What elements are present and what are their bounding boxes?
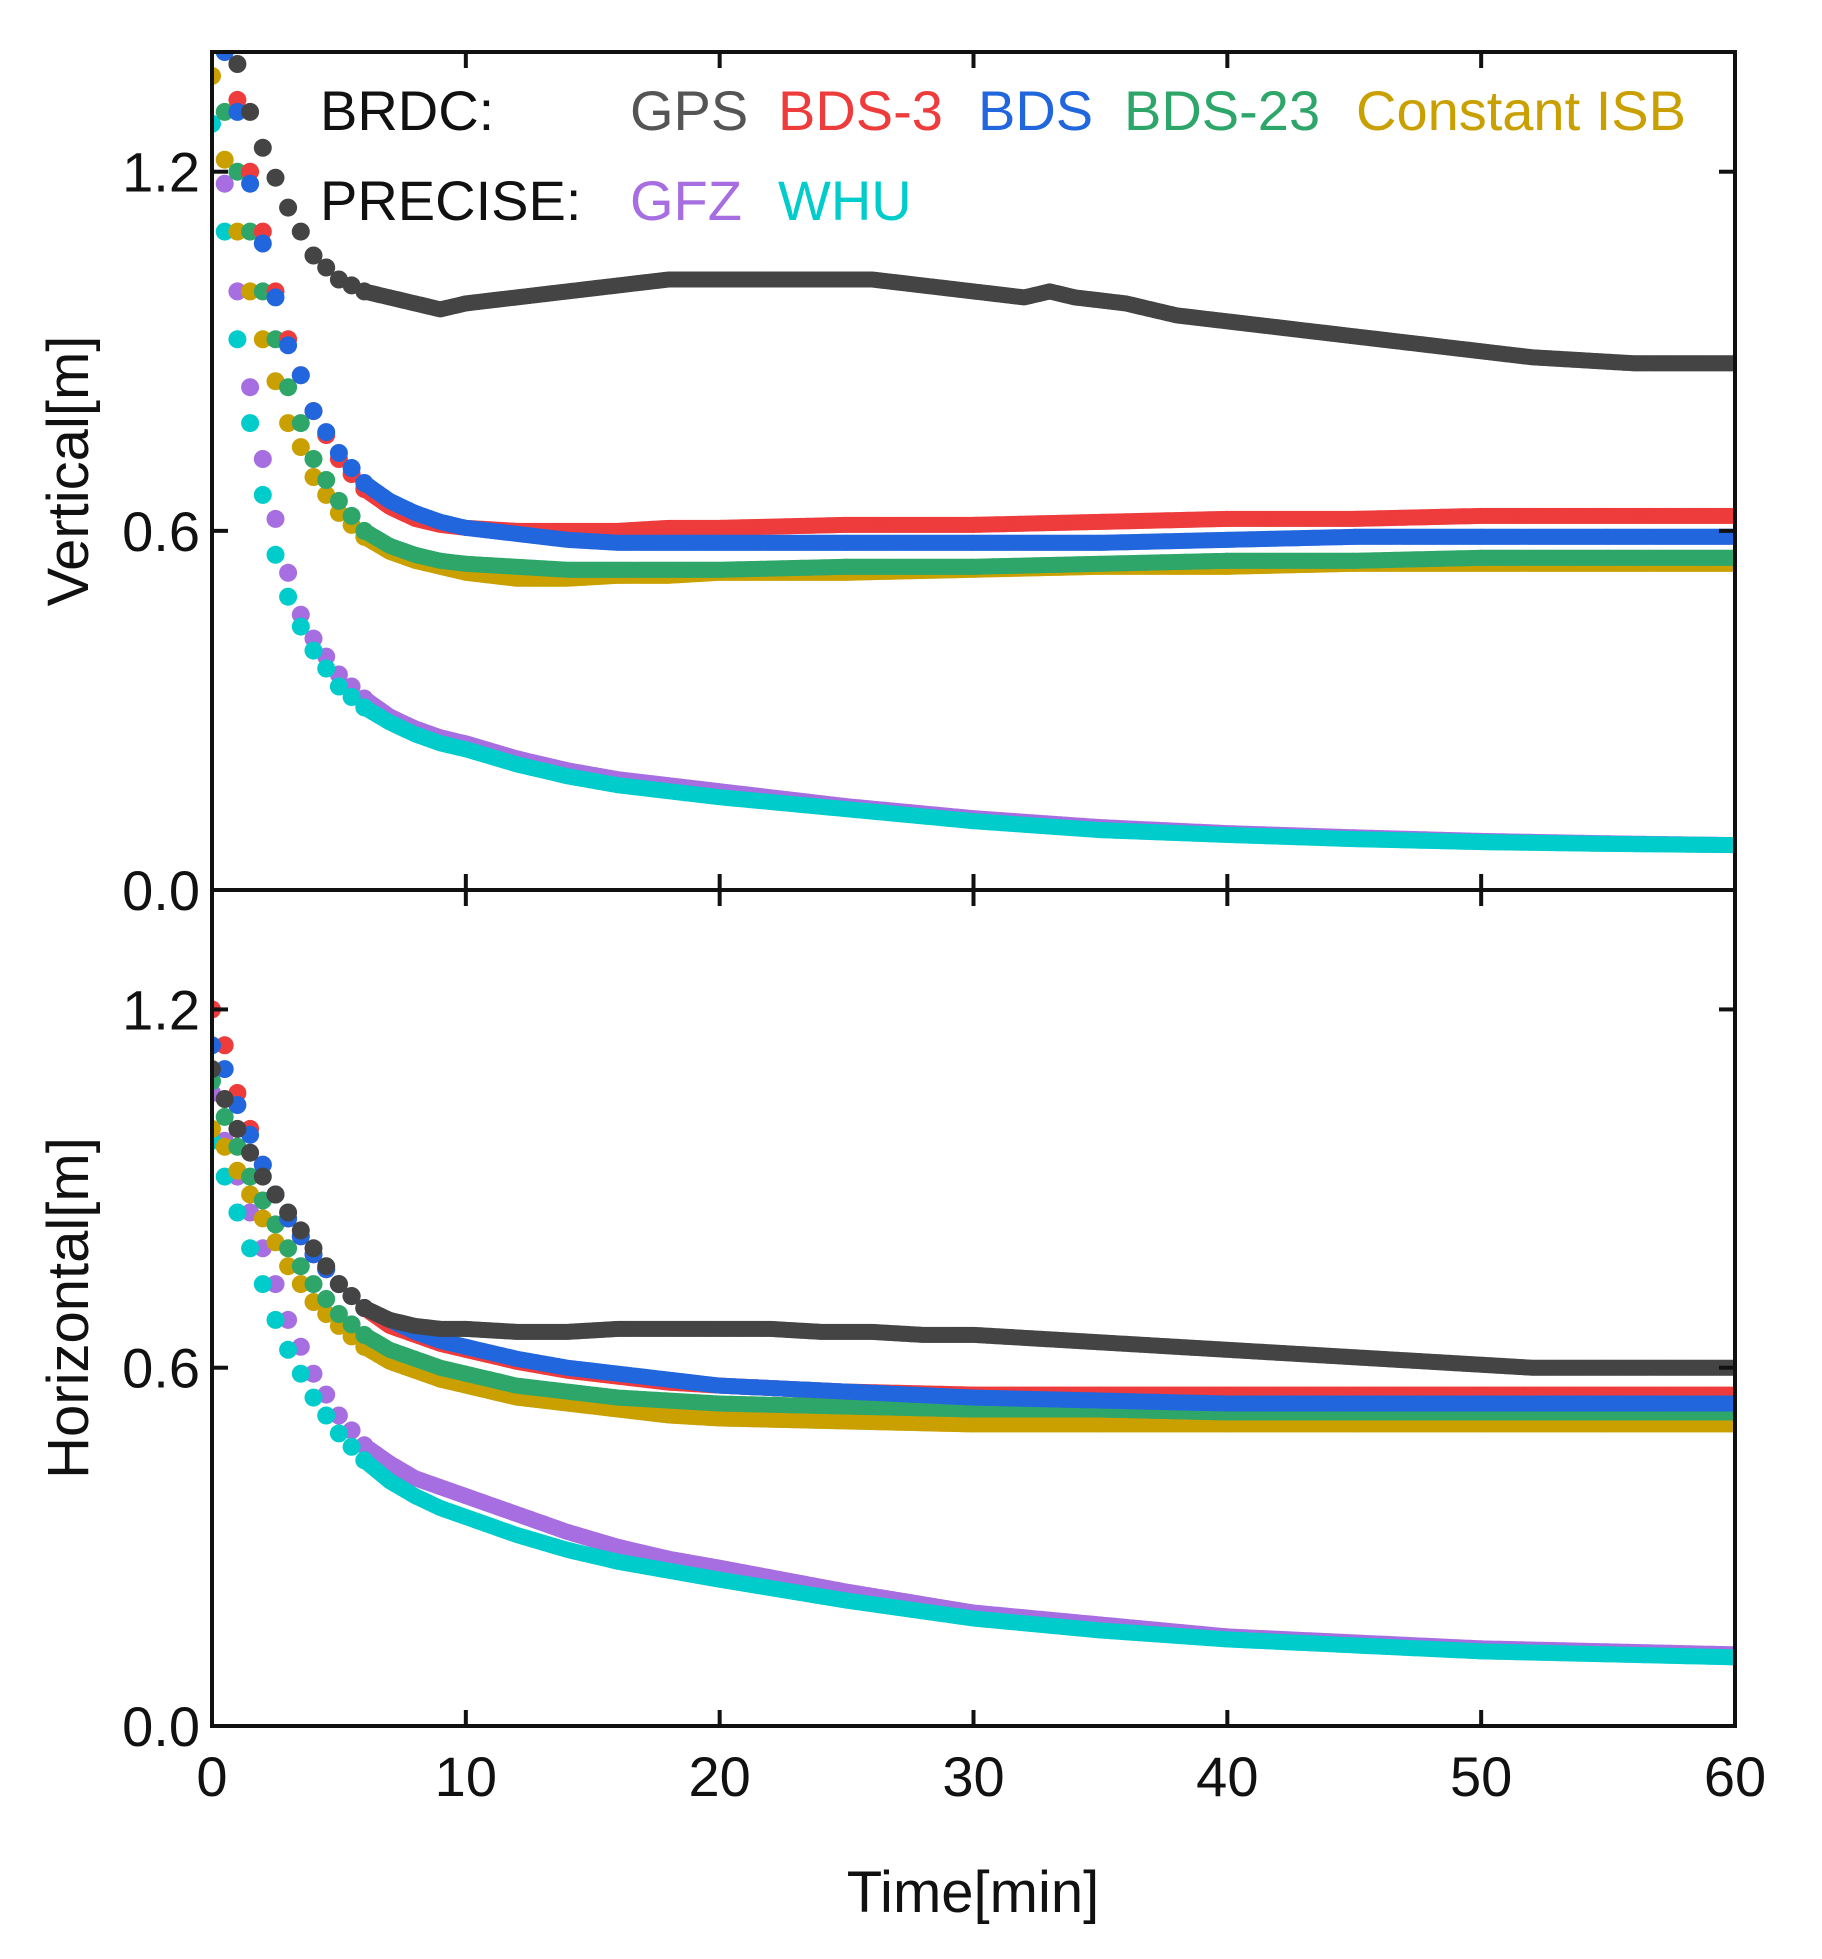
vertical-series-bds	[215, 52, 1735, 551]
vertical-point-bds	[329, 444, 348, 462]
legend-entry-constant-isb: Constant ISB	[1356, 79, 1686, 142]
vertical-point-whu	[291, 617, 310, 636]
vertical-point-bds	[253, 234, 272, 253]
vertical-point-bds	[291, 366, 310, 385]
vertical-point-gps	[266, 168, 285, 187]
horizontal-point-gfz	[329, 1406, 348, 1425]
vertical-point-bds	[342, 459, 361, 477]
legend-entry-bds: BDS	[978, 79, 1093, 142]
vertical-series-whu	[212, 114, 1735, 854]
vertical-point-whu	[342, 688, 361, 706]
vertical-point-constant-isb	[279, 414, 298, 433]
vertical-point-whu	[241, 414, 260, 433]
vertical-point-constant-isb	[291, 438, 310, 457]
vertical-panel-ticks: 0.0 0.6 1.2	[122, 52, 1737, 922]
horizontal-panel: 0 10 20 30 40 50 600.00.61.2 Horizontal[m] Tim…	[36, 888, 1766, 1925]
vertical-point-bds	[279, 336, 298, 355]
vertical-point-bds-23	[317, 471, 336, 489]
vertical-point-whu	[212, 114, 221, 133]
vertical-point-whu	[253, 485, 272, 504]
vertical-point-whu	[228, 330, 247, 349]
vertical-point-whu	[317, 659, 336, 678]
vertical-panel: 0.0 0.6 1.2 Vertical[m] BRDC: GPS BDS-3 BD…	[36, 50, 1737, 922]
vertical-point-bds	[266, 288, 285, 307]
vertical-ytick-label: 0.6	[122, 500, 200, 563]
vertical-point-gps	[291, 222, 310, 241]
vertical-ylabel: Vertical[m]	[36, 336, 101, 607]
vertical-point-bds-23	[291, 414, 310, 433]
vertical-point-gps	[241, 102, 260, 121]
vertical-point-gfz	[279, 563, 298, 582]
vertical-point-whu	[266, 545, 285, 564]
vertical-point-gps	[228, 55, 247, 73]
vertical-point-gfz	[228, 282, 247, 301]
legend-entry-gps: GPS	[630, 79, 748, 142]
vertical-point-bds	[215, 52, 234, 61]
vertical-point-bds-23	[342, 506, 361, 525]
vertical-point-bds-23	[304, 450, 323, 468]
vertical-point-bds	[241, 174, 260, 193]
vertical-point-whu	[215, 222, 234, 241]
vertical-point-constant-isb	[215, 150, 234, 169]
vertical-point-whu	[304, 641, 323, 660]
legend-entry-bds3: BDS-3	[778, 79, 943, 142]
vertical-point-whu	[329, 677, 348, 696]
legend: BRDC: GPS BDS-3 BDS BDS-23 Constant ISB …	[320, 79, 1686, 232]
vertical-point-bds-23	[228, 162, 247, 181]
vertical-point-gfz	[241, 378, 260, 397]
legend-entry-bds23: BDS-23	[1124, 79, 1320, 142]
vertical-point-constant-isb	[228, 222, 247, 241]
vertical-point-gps	[317, 258, 336, 277]
vertical-point-gps	[253, 138, 272, 157]
legend-brdc-label: BRDC:	[320, 79, 494, 142]
vertical-point-bds-23	[241, 222, 260, 241]
vertical-series-group	[212, 52, 1735, 854]
legend-entry-whu: WHU	[778, 169, 912, 232]
vertical-point-constant-isb	[253, 330, 272, 349]
vertical-point-gps	[304, 246, 323, 265]
vertical-series-bds-23	[215, 102, 1735, 578]
legend-entry-gfz: GFZ	[630, 169, 742, 232]
vertical-point-bds	[228, 102, 247, 121]
vertical-ytick-label: 1.2	[122, 141, 200, 204]
vertical-point-constant-isb	[212, 66, 221, 85]
vertical-point-bds-23	[329, 491, 348, 510]
vertical-point-whu	[279, 587, 298, 606]
vertical-point-bds	[317, 423, 336, 442]
vertical-point-bds-23	[279, 378, 298, 397]
vertical-point-gfz	[253, 450, 272, 468]
horizontal-point-gfz	[266, 1275, 285, 1294]
vertical-series-gps	[228, 55, 1735, 372]
vertical-point-gps	[279, 198, 298, 217]
vertical-point-bds-23	[215, 102, 234, 121]
horizontal-point-gfz	[279, 1310, 298, 1329]
horizontal-point-gfz	[304, 1364, 323, 1383]
vertical-point-gfz	[215, 174, 234, 193]
legend-precise-label: PRECISE:	[320, 169, 581, 232]
vertical-ytick-label: 0.0	[122, 859, 200, 922]
vertical-point-bds	[304, 402, 323, 421]
vertical-point-constant-isb	[241, 282, 260, 301]
horizontal-series-group	[212, 1000, 1735, 1666]
vertical-point-gfz	[266, 509, 285, 528]
